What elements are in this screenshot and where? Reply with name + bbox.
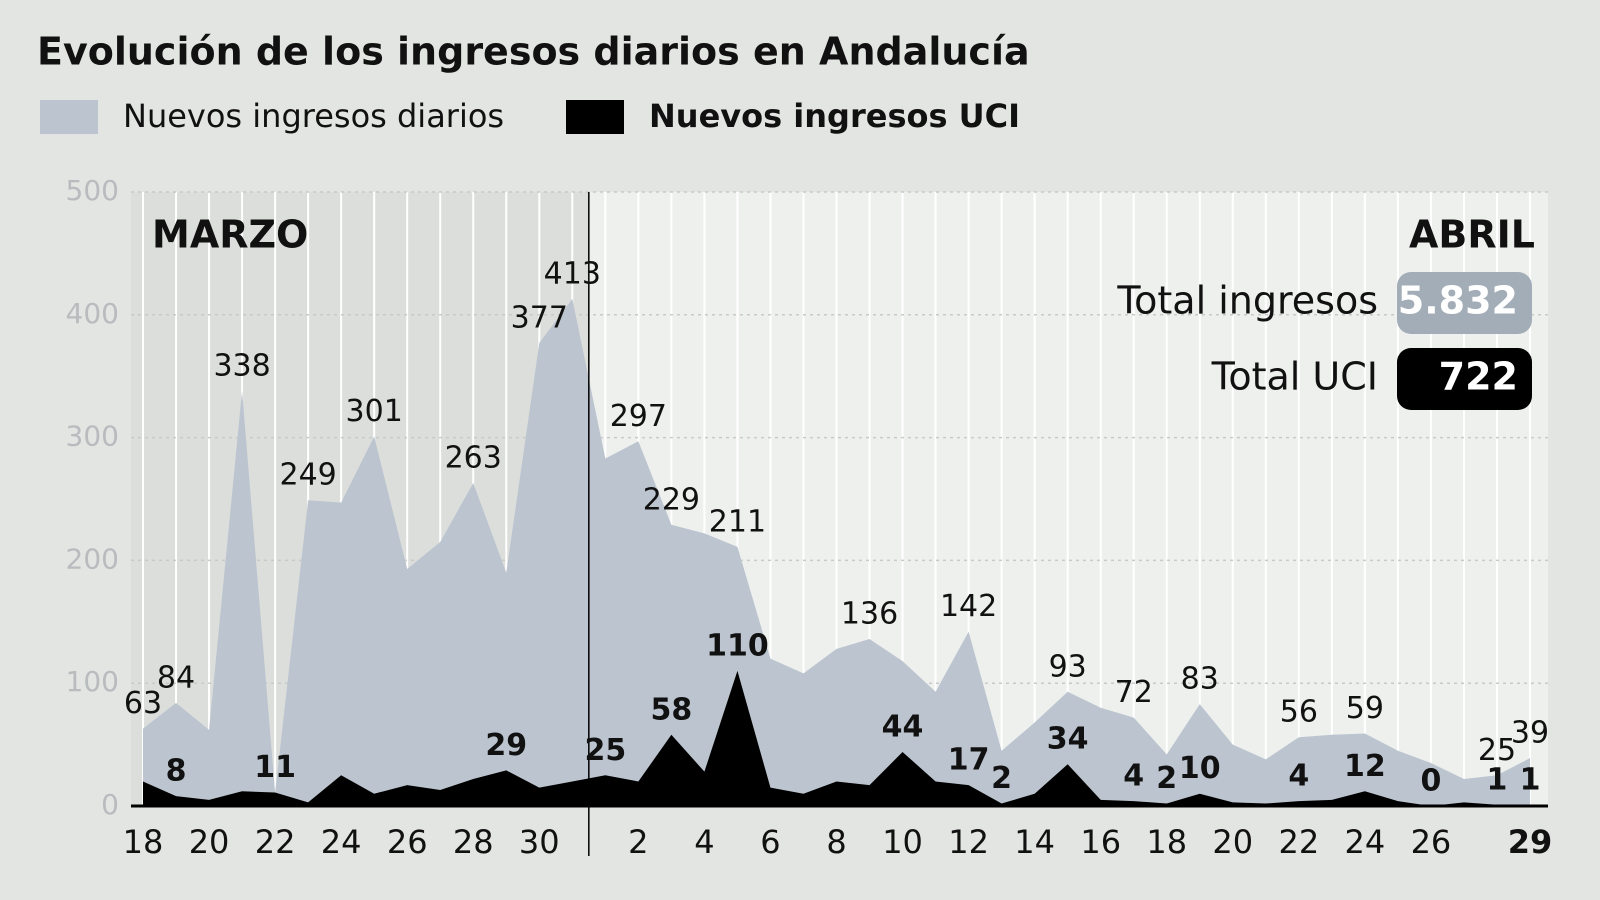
x-tick-label: 29 — [1508, 823, 1553, 861]
x-tick-label: 14 — [1014, 823, 1055, 861]
x-tick-label: 12 — [948, 823, 989, 861]
value-label: 142 — [940, 589, 997, 624]
value-label: 17 — [948, 743, 990, 778]
total-box — [1397, 272, 1532, 334]
value-label: 4 — [1123, 759, 1144, 794]
y-tick-label: 500 — [66, 174, 119, 207]
value-label: 211 — [709, 504, 766, 539]
value-label: 39 — [1511, 716, 1549, 751]
value-label: 29 — [485, 728, 527, 763]
x-tick-label: 22 — [1278, 823, 1319, 861]
chart-title: Evolución de los ingresos diarios en And… — [37, 30, 1030, 74]
x-tick-label: 18 — [1146, 823, 1187, 861]
y-tick-label: 400 — [66, 297, 119, 330]
total-box — [1397, 348, 1532, 410]
total-label: Total ingresos — [1116, 279, 1378, 323]
value-label: 12 — [1344, 749, 1386, 784]
x-tick-label: 6 — [760, 823, 780, 861]
value-label: 56 — [1280, 695, 1318, 730]
x-tick-label: 16 — [1080, 823, 1121, 861]
value-label: 25 — [1478, 733, 1516, 768]
month-label: ABRIL — [1409, 213, 1535, 257]
value-label: 59 — [1346, 691, 1384, 726]
value-label: 63 — [124, 686, 162, 721]
total-value: 722 — [1439, 355, 1518, 399]
value-label: 10 — [1179, 751, 1221, 786]
value-label: 34 — [1047, 722, 1089, 757]
legend-swatch — [566, 100, 624, 134]
value-label: 413 — [544, 256, 601, 291]
month-label: MARZO — [152, 213, 308, 257]
value-label: 11 — [254, 750, 296, 785]
total-label: Total UCI — [1211, 355, 1378, 399]
area — [143, 298, 1530, 806]
legend-label: Nuevos ingresos diarios — [123, 97, 504, 135]
x-tick-label: 26 — [387, 823, 428, 861]
x-tick-label: 20 — [1212, 823, 1253, 861]
x-tick-label: 28 — [453, 823, 494, 861]
value-label: 83 — [1181, 662, 1219, 697]
y-tick-label: 300 — [66, 420, 119, 453]
value-label: 72 — [1115, 675, 1153, 710]
x-tick-label: 2 — [628, 823, 648, 861]
x-tick-label: 24 — [1345, 823, 1386, 861]
value-label: 4 — [1288, 759, 1309, 794]
value-label: 229 — [643, 482, 700, 517]
total-value: 5.832 — [1398, 279, 1518, 323]
value-label: 44 — [882, 709, 924, 744]
x-tick-label: 24 — [321, 823, 362, 861]
value-label: 249 — [279, 458, 336, 493]
legend-label: Nuevos ingresos UCI — [649, 97, 1020, 135]
y-tick-label: 100 — [66, 665, 119, 698]
value-label: 338 — [213, 348, 270, 383]
value-label: 301 — [346, 394, 403, 429]
value-label: 84 — [157, 660, 195, 695]
value-label: 2 — [1156, 761, 1177, 796]
y-tick-label: 0 — [101, 788, 119, 821]
x-tick-label: 30 — [519, 823, 560, 861]
x-tick-label: 18 — [123, 823, 164, 861]
value-label: 8 — [166, 754, 187, 789]
x-tick-label: 10 — [882, 823, 923, 861]
value-label: 136 — [841, 596, 898, 631]
value-label: 110 — [706, 628, 769, 663]
x-tick-label: 8 — [826, 823, 846, 861]
value-label: 93 — [1049, 649, 1087, 684]
x-tick-label: 4 — [694, 823, 714, 861]
value-label: 297 — [610, 399, 667, 434]
value-label: 1 — [1520, 762, 1541, 797]
x-tick-label: 26 — [1411, 823, 1452, 861]
x-tick-label: 22 — [255, 823, 296, 861]
value-label: 1 — [1487, 762, 1508, 797]
value-label: 377 — [511, 301, 568, 336]
value-label: 58 — [651, 692, 693, 727]
y-tick-label: 200 — [66, 542, 119, 575]
value-label: 0 — [1420, 764, 1441, 799]
value-label: 25 — [584, 733, 626, 768]
legend-swatch — [40, 100, 98, 134]
x-tick-label: 20 — [189, 823, 230, 861]
value-label: 263 — [445, 441, 502, 476]
value-label: 2 — [991, 761, 1012, 796]
